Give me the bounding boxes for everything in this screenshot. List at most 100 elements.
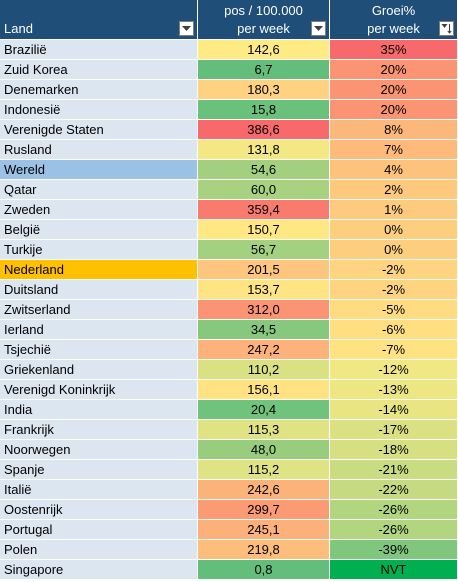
cell-land[interactable]: Griekenland bbox=[0, 360, 198, 379]
cell-groei-pct[interactable]: -12% bbox=[330, 360, 458, 379]
cell-pos-per-100000[interactable]: 247,2 bbox=[198, 340, 330, 359]
cell-groei-pct[interactable]: -22% bbox=[330, 480, 458, 499]
cell-pos-per-100000[interactable]: 312,0 bbox=[198, 300, 330, 319]
cell-groei-pct[interactable]: 20% bbox=[330, 100, 458, 119]
table-row: Singapore 0,8 NVT bbox=[0, 560, 458, 580]
cell-land[interactable]: Denemarken bbox=[0, 80, 198, 99]
cell-groei-pct[interactable]: 2% bbox=[330, 180, 458, 199]
cell-groei-pct[interactable]: -21% bbox=[330, 460, 458, 479]
cell-pos-per-100000[interactable]: 359,4 bbox=[198, 200, 330, 219]
cell-land[interactable]: Italië bbox=[0, 480, 198, 499]
cell-groei-pct[interactable]: -26% bbox=[330, 500, 458, 519]
table-row: Verenigde Staten 386,6 8% bbox=[0, 120, 458, 140]
cell-land[interactable]: Portugal bbox=[0, 520, 198, 539]
header-row: Land pos / 100.000 per week Groei% per w… bbox=[0, 0, 458, 40]
cell-pos-per-100000[interactable]: 242,6 bbox=[198, 480, 330, 499]
cell-land[interactable]: Frankrijk bbox=[0, 420, 198, 439]
cell-groei-pct[interactable]: NVT bbox=[330, 560, 458, 579]
cell-pos-per-100000[interactable]: 180,3 bbox=[198, 80, 330, 99]
cell-groei-pct[interactable]: -2% bbox=[330, 280, 458, 299]
cell-groei-pct[interactable]: 7% bbox=[330, 140, 458, 159]
cell-pos-per-100000[interactable]: 110,2 bbox=[198, 360, 330, 379]
table-row: Zweden 359,4 1% bbox=[0, 200, 458, 220]
cell-pos-per-100000[interactable]: 153,7 bbox=[198, 280, 330, 299]
cell-groei-pct[interactable]: -26% bbox=[330, 520, 458, 539]
table-row: Denemarken 180,3 20% bbox=[0, 80, 458, 100]
cell-land[interactable]: Singapore bbox=[0, 560, 198, 579]
cell-groei-pct[interactable]: -17% bbox=[330, 420, 458, 439]
cell-groei-pct[interactable]: -5% bbox=[330, 300, 458, 319]
cell-land[interactable]: Indonesië bbox=[0, 100, 198, 119]
cell-land[interactable]: Zwitserland bbox=[0, 300, 198, 319]
cell-pos-per-100000[interactable]: 56,7 bbox=[198, 240, 330, 259]
cell-groei-pct[interactable]: -18% bbox=[330, 440, 458, 459]
cell-pos-per-100000[interactable]: 0,8 bbox=[198, 560, 330, 579]
cell-groei-pct[interactable]: 0% bbox=[330, 220, 458, 239]
cell-pos-per-100000[interactable]: 60,0 bbox=[198, 180, 330, 199]
cell-land[interactable]: Tsjechië bbox=[0, 340, 198, 359]
cell-groei-pct[interactable]: -2% bbox=[330, 260, 458, 279]
cell-groei-pct[interactable]: 20% bbox=[330, 60, 458, 79]
cell-pos-per-100000[interactable]: 34,5 bbox=[198, 320, 330, 339]
table-row: Qatar 60,0 2% bbox=[0, 180, 458, 200]
table-row: Portugal 245,1 -26% bbox=[0, 520, 458, 540]
cell-land[interactable]: Oostenrijk bbox=[0, 500, 198, 519]
cell-pos-per-100000[interactable]: 299,7 bbox=[198, 500, 330, 519]
table-row: Indonesië 15,8 20% bbox=[0, 100, 458, 120]
cell-pos-per-100000[interactable]: 48,0 bbox=[198, 440, 330, 459]
cell-groei-pct[interactable]: 8% bbox=[330, 120, 458, 139]
cell-land[interactable]: Spanje bbox=[0, 460, 198, 479]
cell-groei-pct[interactable]: 0% bbox=[330, 240, 458, 259]
cell-pos-per-100000[interactable]: 115,2 bbox=[198, 460, 330, 479]
cell-pos-per-100000[interactable]: 131,8 bbox=[198, 140, 330, 159]
cell-land[interactable]: Polen bbox=[0, 540, 198, 559]
cell-land[interactable]: Noorwegen bbox=[0, 440, 198, 459]
cell-groei-pct[interactable]: -6% bbox=[330, 320, 458, 339]
cell-land[interactable]: Duitsland bbox=[0, 280, 198, 299]
cell-pos-per-100000[interactable]: 115,3 bbox=[198, 420, 330, 439]
cell-pos-per-100000[interactable]: 6,7 bbox=[198, 60, 330, 79]
filter-dropdown-icon[interactable] bbox=[311, 21, 326, 36]
cell-groei-pct[interactable]: 35% bbox=[330, 40, 458, 59]
cell-pos-per-100000[interactable]: 142,6 bbox=[198, 40, 330, 59]
cell-pos-per-100000[interactable]: 20,4 bbox=[198, 400, 330, 419]
header-cell-pos[interactable]: pos / 100.000 per week bbox=[198, 0, 330, 39]
cell-pos-per-100000[interactable]: 386,6 bbox=[198, 120, 330, 139]
cell-land[interactable]: Qatar bbox=[0, 180, 198, 199]
cell-groei-pct[interactable]: -14% bbox=[330, 400, 458, 419]
cell-pos-per-100000[interactable]: 15,8 bbox=[198, 100, 330, 119]
cell-pos-per-100000[interactable]: 245,1 bbox=[198, 520, 330, 539]
cell-groei-pct[interactable]: -7% bbox=[330, 340, 458, 359]
table-row: Griekenland 110,2 -12% bbox=[0, 360, 458, 380]
cell-pos-per-100000[interactable]: 201,5 bbox=[198, 260, 330, 279]
cell-land[interactable]: Ierland bbox=[0, 320, 198, 339]
cell-land[interactable]: Verenigde Staten bbox=[0, 120, 198, 139]
cell-land[interactable]: Wereld bbox=[0, 160, 198, 179]
cell-groei-pct[interactable]: -39% bbox=[330, 540, 458, 559]
cell-pos-per-100000[interactable]: 156,1 bbox=[198, 380, 330, 399]
cell-land[interactable]: Verenigd Koninkrijk bbox=[0, 380, 198, 399]
header-label-groei-line2: per week bbox=[367, 21, 420, 36]
table-row: Tsjechië 247,2 -7% bbox=[0, 340, 458, 360]
header-cell-groei[interactable]: Groei% per week bbox=[330, 0, 458, 39]
cell-groei-pct[interactable]: 4% bbox=[330, 160, 458, 179]
table-row: Zwitserland 312,0 -5% bbox=[0, 300, 458, 320]
cell-land[interactable]: Nederland bbox=[0, 260, 198, 279]
cell-land[interactable]: Zuid Korea bbox=[0, 60, 198, 79]
cell-groei-pct[interactable]: -13% bbox=[330, 380, 458, 399]
cell-groei-pct[interactable]: 1% bbox=[330, 200, 458, 219]
header-cell-land[interactable]: Land bbox=[0, 0, 198, 39]
cell-land[interactable]: Brazilië bbox=[0, 40, 198, 59]
filter-dropdown-icon[interactable] bbox=[179, 21, 194, 36]
cell-pos-per-100000[interactable]: 150,7 bbox=[198, 220, 330, 239]
cell-land[interactable]: België bbox=[0, 220, 198, 239]
cell-pos-per-100000[interactable]: 54,6 bbox=[198, 160, 330, 179]
sort-descending-filter-icon[interactable] bbox=[439, 21, 454, 36]
table-row: Zuid Korea 6,7 20% bbox=[0, 60, 458, 80]
cell-pos-per-100000[interactable]: 219,8 bbox=[198, 540, 330, 559]
cell-groei-pct[interactable]: 20% bbox=[330, 80, 458, 99]
cell-land[interactable]: India bbox=[0, 400, 198, 419]
cell-land[interactable]: Zweden bbox=[0, 200, 198, 219]
cell-land[interactable]: Rusland bbox=[0, 140, 198, 159]
cell-land[interactable]: Turkije bbox=[0, 240, 198, 259]
